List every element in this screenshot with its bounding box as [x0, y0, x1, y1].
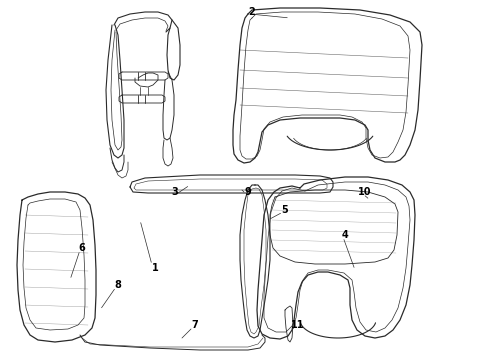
Text: 11: 11 — [291, 320, 305, 330]
Text: 1: 1 — [151, 263, 158, 273]
Text: 6: 6 — [78, 243, 85, 253]
Text: 7: 7 — [192, 320, 198, 330]
Text: 3: 3 — [172, 187, 178, 197]
Text: 2: 2 — [248, 7, 255, 17]
Text: 10: 10 — [358, 187, 372, 197]
Text: 4: 4 — [342, 230, 348, 240]
Text: 9: 9 — [245, 187, 251, 197]
Text: 5: 5 — [282, 205, 289, 215]
Text: 8: 8 — [115, 280, 122, 290]
